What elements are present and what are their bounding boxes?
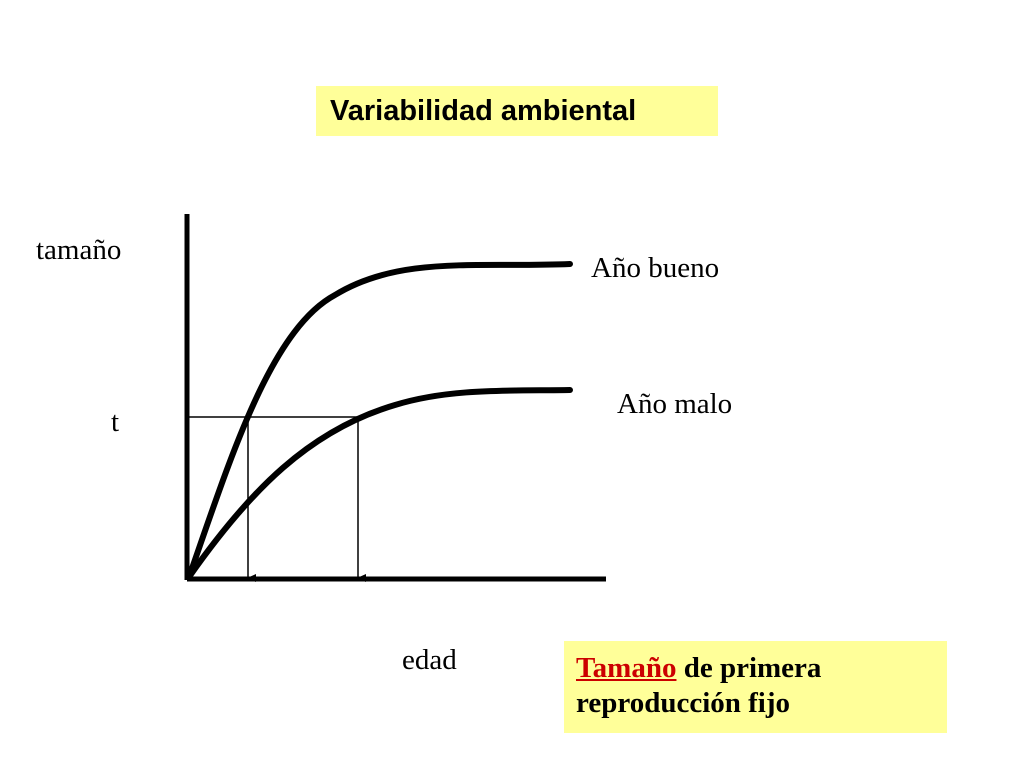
note-highlight: Tamaño bbox=[576, 652, 677, 684]
bad-year-label: Año malo bbox=[617, 388, 733, 420]
note-line-2: reproducción fijo bbox=[576, 687, 791, 719]
note-line1-rest: de primera bbox=[676, 652, 822, 684]
bad-year-curve bbox=[186, 387, 573, 580]
note-line-1: Tamaño de primera bbox=[576, 651, 935, 686]
y-axis-label: tamaño bbox=[36, 234, 122, 266]
good-year-curve bbox=[186, 261, 573, 580]
x-axis-label: edad bbox=[402, 644, 457, 676]
note-box: Tamaño de primera reproducción fijo bbox=[564, 641, 947, 733]
threshold-label: t bbox=[111, 406, 120, 438]
good-year-label: Año bueno bbox=[591, 252, 720, 284]
title-box: Variabilidad ambiental bbox=[316, 86, 718, 136]
diagram-title: Variabilidad ambiental bbox=[330, 94, 637, 127]
